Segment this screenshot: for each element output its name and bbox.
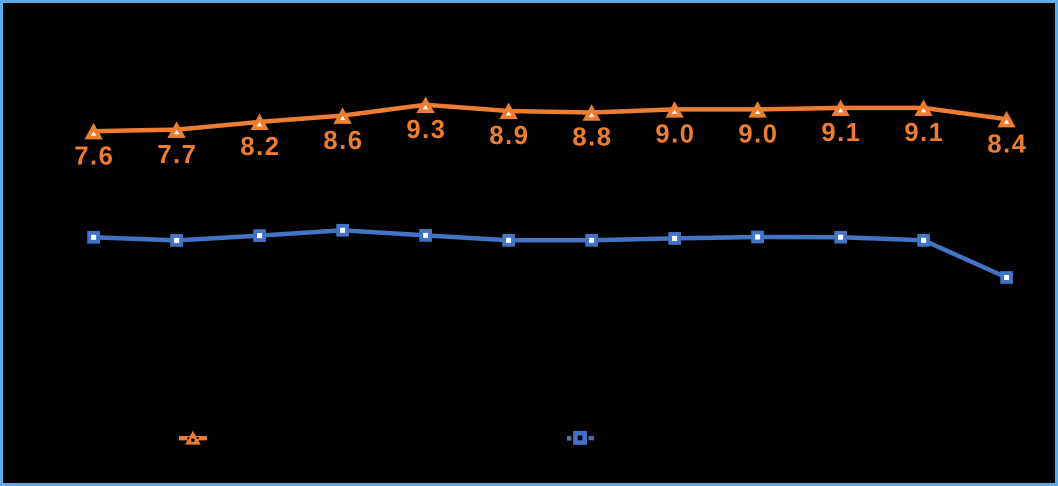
svg-text:9.1: 9.1	[821, 119, 861, 147]
svg-text:8.4: 8.4	[987, 130, 1027, 158]
svg-text:9.0: 9.0	[738, 121, 778, 149]
svg-text:7.6: 7.6	[74, 142, 114, 170]
svg-text:8.8: 8.8	[572, 124, 612, 152]
svg-text:9.3: 9.3	[406, 116, 446, 144]
svg-text:7.7: 7.7	[157, 141, 197, 169]
svg-text:9.1: 9.1	[904, 119, 944, 147]
svg-text:9.0: 9.0	[655, 121, 695, 149]
svg-text:8.9: 8.9	[489, 122, 529, 150]
svg-text:8.6: 8.6	[323, 127, 363, 155]
svg-text:8.2: 8.2	[240, 133, 280, 161]
